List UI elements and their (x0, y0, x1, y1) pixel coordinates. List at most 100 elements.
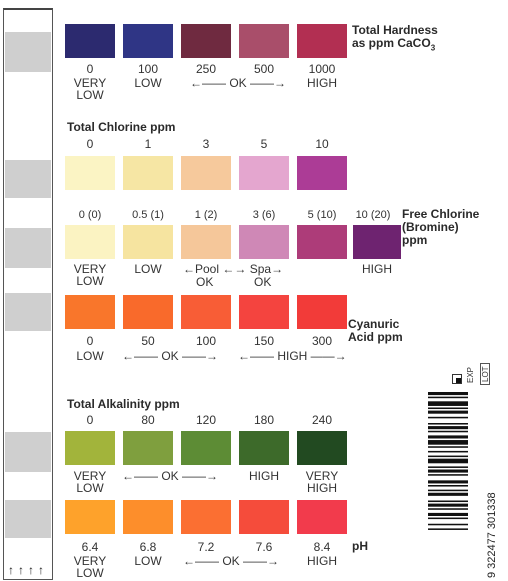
strip-pad-total-chlorine (5, 160, 51, 198)
ph-title: pH (352, 539, 368, 553)
total-chlorine-swatch-1 (123, 156, 173, 190)
barcode-bar (428, 401, 468, 406)
free-chlorine-swatch-1 (123, 225, 173, 259)
barcode-bar (428, 450, 468, 453)
cyanuric-value: 100 (195, 334, 217, 348)
free-chlorine-swatch-3 (239, 225, 289, 259)
ph-value: 7.6 (255, 540, 273, 554)
arrow-up-icon: ↑ (8, 563, 14, 577)
cyanuric-swatch-1 (123, 295, 173, 329)
hardness-level-high: HIGH (307, 76, 337, 90)
total-chlorine-title: Total Chlorine ppm (67, 120, 176, 134)
barcode-bar (428, 469, 468, 473)
ph-swatch-0 (65, 500, 115, 534)
alkalinity-level-high: HIGH (249, 469, 279, 483)
cyanuric-swatch-0 (65, 295, 115, 329)
cyanuric-swatch-2 (181, 295, 231, 329)
total-chlorine-value: 5 (260, 137, 268, 151)
free-chlorine-value: 10 (20) (355, 209, 391, 221)
ph-value: 7.2 (197, 540, 215, 554)
strip-pad-free-chlorine (5, 228, 51, 268)
cyanuric-level-high: ←—— HIGH ——→ (238, 349, 347, 363)
hardness-level-low: LOW (134, 76, 162, 90)
cyanuric-swatch-3 (239, 295, 289, 329)
barcode-bar (428, 458, 468, 464)
lot-box (480, 363, 490, 385)
alkalinity-swatch-4 (297, 431, 347, 465)
strip-pad-hardness (5, 32, 51, 72)
alkalinity-swatch-0 (65, 431, 115, 465)
free-chlorine-value: 0.5 (1) (132, 209, 164, 221)
alkalinity-value: 0 (86, 413, 94, 427)
barcode-bar (428, 512, 468, 516)
total-chlorine-swatch-3 (239, 156, 289, 190)
barcode-bar (428, 480, 468, 484)
ph-swatch-2 (181, 500, 231, 534)
alkalinity-swatch-3 (239, 431, 289, 465)
free-chlorine-value: 0 (0) (78, 209, 102, 221)
cyanuric-swatch-4 (297, 295, 347, 329)
total-chlorine-value: 1 (144, 137, 152, 151)
free-chlorine-value: 5 (10) (307, 209, 337, 221)
hardness-value: 100 (137, 62, 159, 76)
free-chlorine-ok-spa: OK (254, 275, 272, 289)
arrow-up-icon: ↑ (38, 563, 44, 577)
cyanuric-value: 150 (253, 334, 275, 348)
alkalinity-swatch-2 (181, 431, 231, 465)
total-chlorine-swatch-2 (181, 156, 231, 190)
barcode-bar (428, 500, 468, 503)
ph-level-very-low: VERY LOW (73, 554, 107, 580)
arrow-up-icon: ↑ (18, 563, 24, 577)
cyanuric-title: Cyanuric Acid ppm (348, 317, 403, 344)
hardness-swatch-4 (297, 24, 347, 58)
ph-value: 8.4 (313, 540, 331, 554)
alkalinity-level-very-high: VERY HIGH (305, 469, 339, 495)
barcode-bar (428, 392, 468, 396)
hardness-value: 1000 (308, 62, 336, 76)
barcode-bar (428, 474, 468, 476)
hardness-level-ok: ←—— OK ——→ (190, 76, 287, 90)
strip-pad-ph (5, 500, 51, 538)
barcode-bar (428, 410, 468, 414)
ph-level-low: LOW (134, 554, 162, 568)
ph-swatch-4 (297, 500, 347, 534)
barcode (428, 392, 468, 530)
hardness-value: 0 (86, 62, 94, 76)
total-chlorine-swatch-0 (65, 156, 115, 190)
free-chlorine-pool-spa: ←Pool ←→ Spa→ (183, 262, 284, 276)
total-chlorine-swatch-4 (297, 156, 347, 190)
barcode-bar (428, 523, 468, 526)
barcode-bar (428, 489, 468, 492)
alkalinity-level-ok: ←—— OK ——→ (122, 469, 219, 483)
strip-pad-alkalinity (5, 432, 51, 472)
total-chlorine-value: 10 (315, 137, 329, 151)
barcode-bar (428, 440, 468, 445)
barcode-bar (428, 396, 468, 399)
cyanuric-value: 300 (311, 334, 333, 348)
free-chlorine-level-very-low: VERY LOW (73, 262, 107, 288)
hardness-level-very-low: VERY LOW (73, 76, 107, 102)
hardness-swatch-0 (65, 24, 115, 58)
hardness-value: 500 (253, 62, 275, 76)
ph-level-ok: ←—— OK ——→ (183, 554, 280, 568)
lot-label: LOT (481, 366, 490, 382)
free-chlorine-swatch-2 (181, 225, 231, 259)
test-strip: ↑ ↑ ↑ ↑ (3, 8, 53, 580)
free-chlorine-swatch-0 (65, 225, 115, 259)
hardness-swatch-3 (239, 24, 289, 58)
cyanuric-level-low: LOW (76, 349, 104, 363)
free-chlorine-level-high: HIGH (362, 262, 392, 276)
alkalinity-value: 80 (141, 413, 155, 427)
barcode-bar (428, 455, 468, 458)
alkalinity-value: 240 (311, 413, 333, 427)
cyanuric-value: 50 (141, 334, 155, 348)
alkalinity-value: 120 (195, 413, 217, 427)
ph-value: 6.8 (139, 540, 157, 554)
barcode-bar (428, 492, 468, 496)
barcode-number: 9 322477 301338 (486, 492, 498, 578)
exp-box (452, 374, 462, 384)
barcode-bar (428, 508, 468, 510)
alkalinity-swatch-1 (123, 431, 173, 465)
barcode-bar (428, 416, 468, 419)
ph-swatch-1 (123, 500, 173, 534)
